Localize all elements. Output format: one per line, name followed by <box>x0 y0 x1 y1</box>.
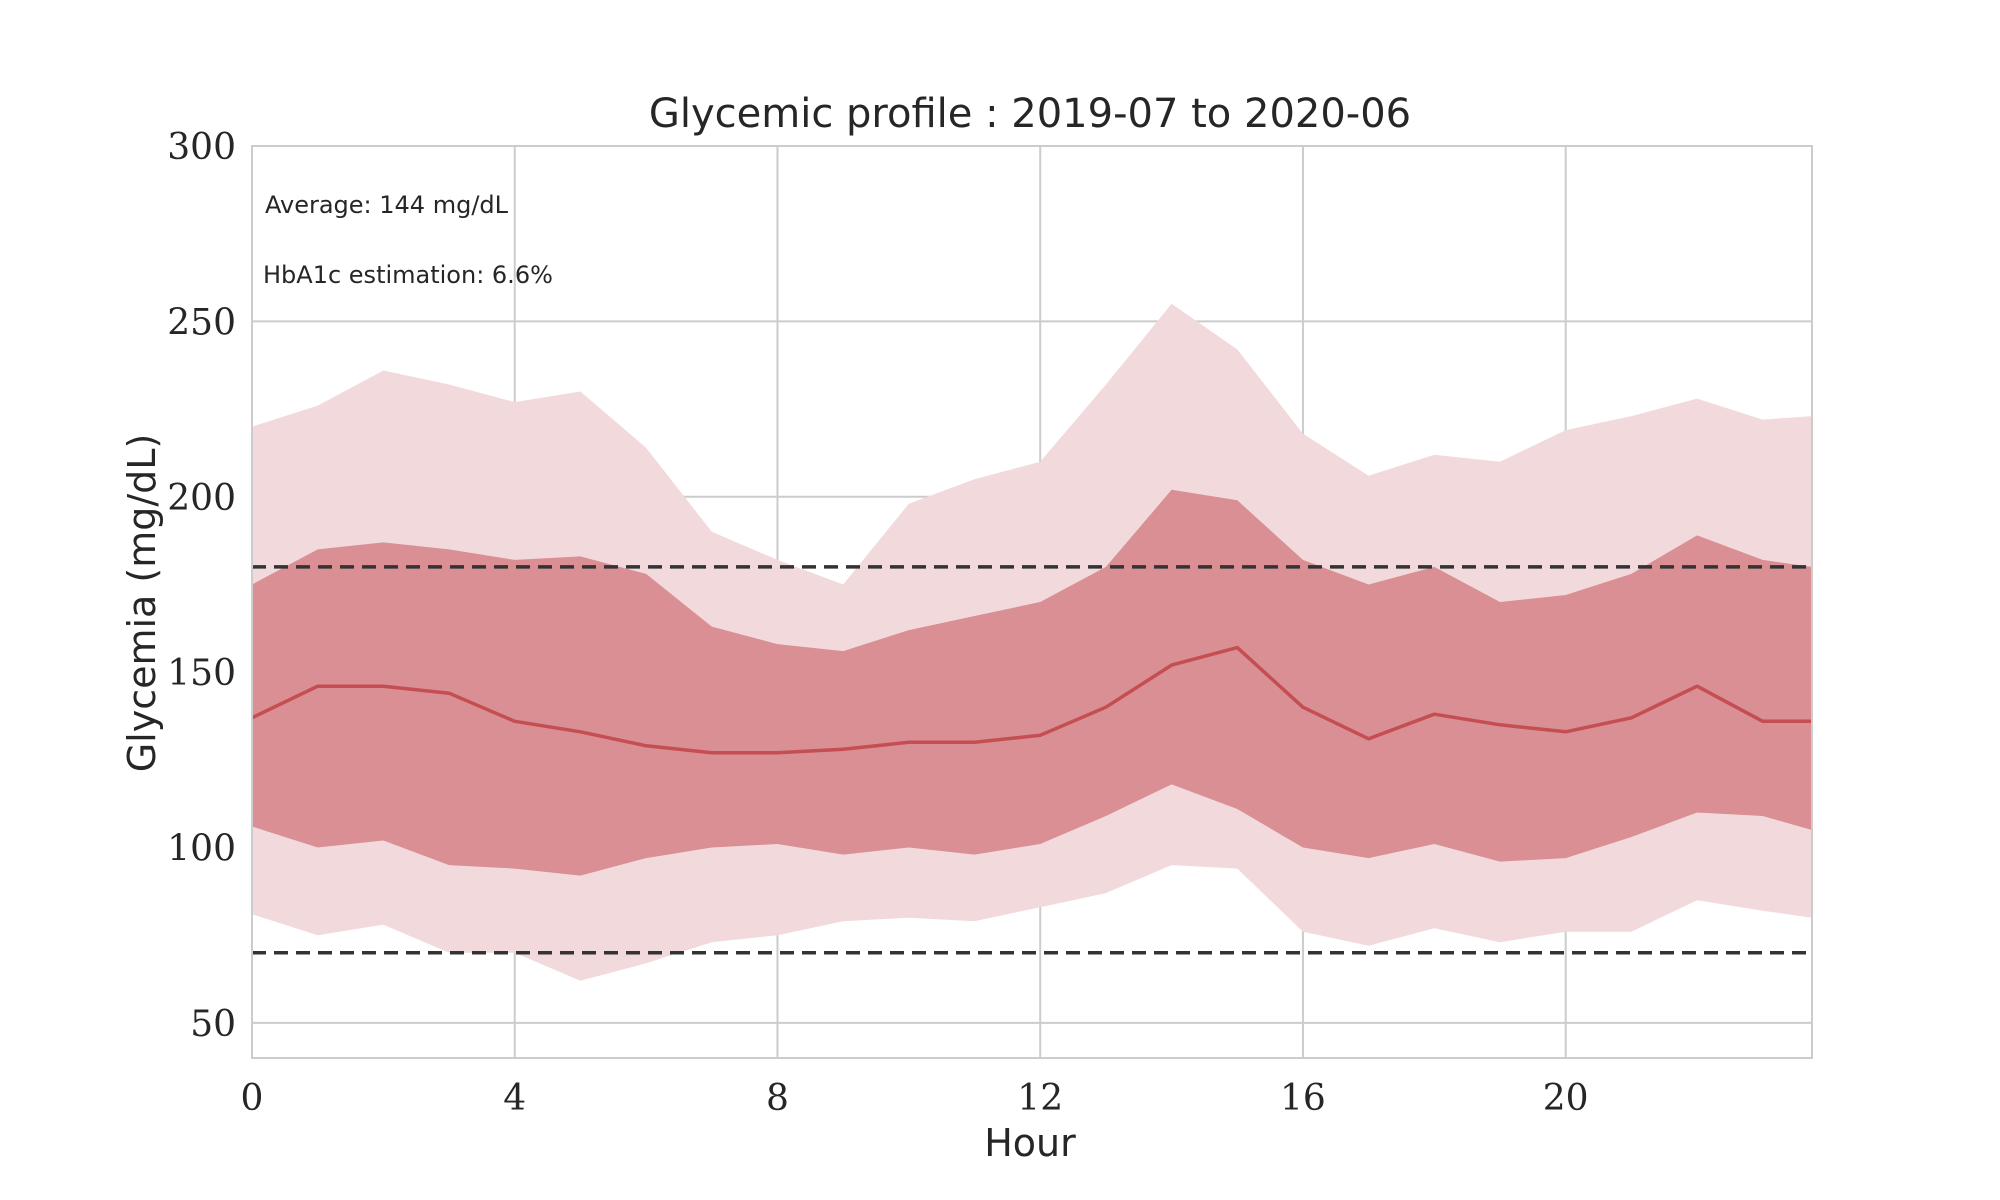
x-tick-label: 0 <box>241 1078 264 1119</box>
y-tick-label: 300 <box>167 127 236 168</box>
average-annotation: Average: 144 mg/dL <box>265 191 509 219</box>
hba1c-annotation: HbA1c estimation: 6.6% <box>263 261 553 289</box>
y-tick-label: 250 <box>167 302 236 343</box>
y-tick-label: 100 <box>167 829 236 870</box>
chart-title: Glycemic profile : 2019-07 to 2020-06 <box>649 91 1411 137</box>
x-tick-label: 12 <box>1017 1078 1063 1119</box>
x-tick-label: 16 <box>1280 1078 1326 1119</box>
y-tick-label: 200 <box>167 478 236 519</box>
y-tick-label: 150 <box>167 653 236 694</box>
plot-frame <box>251 145 1813 1059</box>
lines <box>251 565 1812 955</box>
bands <box>252 303 1812 981</box>
x-axis-label: Hour <box>984 1121 1076 1165</box>
inner-percentile-band <box>252 489 1812 876</box>
x-tick-label: 4 <box>503 1078 526 1119</box>
x-tick-labels: 0 4 8 12 16 20 <box>241 1078 1589 1119</box>
y-axis-label: Glycemia (mg/dL) <box>120 434 164 773</box>
x-tick-label: 8 <box>766 1078 789 1119</box>
y-tick-labels: 50 100 150 200 250 300 <box>167 127 236 1045</box>
x-tick-label: 20 <box>1543 1078 1589 1119</box>
y-tick-label: 50 <box>190 1004 236 1045</box>
median-line <box>251 645 1812 755</box>
